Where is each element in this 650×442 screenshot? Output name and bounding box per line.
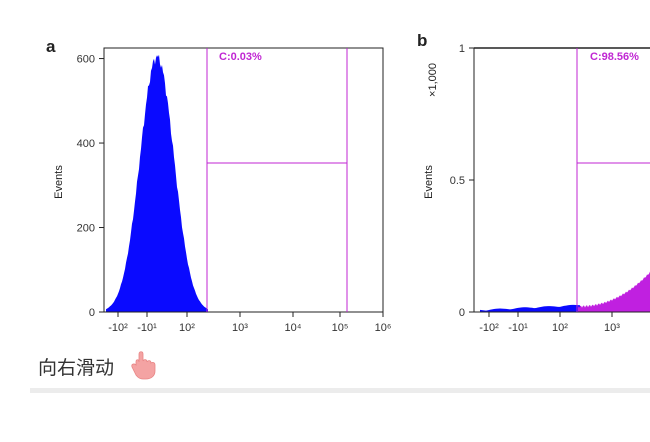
panel-b-xtick-label: 10²: [552, 322, 568, 334]
swipe-hint-bar[interactable]: 向右滑动: [30, 344, 650, 393]
panel-a-letter: a: [46, 37, 56, 56]
panel-a-ytick-label: 400: [77, 138, 95, 150]
panel-a-histogram: [106, 55, 208, 312]
panel-a-xtick-label: -10²: [108, 322, 128, 334]
panel-b-ytick-label: 1: [459, 43, 465, 55]
panel-a-xtick-label: 10⁴: [285, 322, 302, 334]
panel-a-ytick-label: 600: [77, 54, 95, 66]
panel-a-ylabel: Events: [53, 165, 65, 199]
panel-a-xtick-label: 10³: [232, 322, 248, 334]
panel-a-ytick-label: 200: [77, 223, 95, 235]
panel-b-multiplier: ×1,000: [427, 63, 439, 97]
panel-a-ytick-label: 0: [89, 307, 95, 319]
panel-a-xtick-label: 10⁶: [375, 322, 392, 334]
panel-b-xtick-label: -10²: [479, 322, 499, 334]
pointing-hand-icon: [130, 350, 156, 380]
panel-b-xtick-label: 10³: [604, 322, 620, 334]
panel-a-xtick-label: 10⁵: [332, 322, 349, 334]
panel-a-xtick-label: -10¹: [137, 322, 157, 334]
panel-b: b ×1,000 Events 0 0.5 1 -10² -10¹ 10² 10³ C:9…: [417, 31, 650, 334]
panel-a-xtick-label: 10²: [179, 322, 195, 334]
panel-a: a Events 0 200 400 600 -10² -10¹ 10² 10³ 10⁴ 10⁵…: [46, 37, 391, 334]
swipe-right-label: 向右滑动: [38, 353, 114, 380]
panel-b-ylabel: Events: [423, 165, 435, 199]
panel-a-gate-label: C:0.03%: [219, 51, 262, 63]
panel-b-gate-label: C:98.56%: [590, 51, 639, 63]
panel-b-histogram-negative: [480, 305, 580, 312]
panel-b-ytick-label: 0: [459, 307, 465, 319]
panel-b-xtick-label: -10¹: [508, 322, 528, 334]
panel-b-ytick-label: 0.5: [450, 175, 465, 187]
panel-b-histogram-positive: [578, 272, 650, 313]
panel-b-letter: b: [417, 31, 427, 50]
